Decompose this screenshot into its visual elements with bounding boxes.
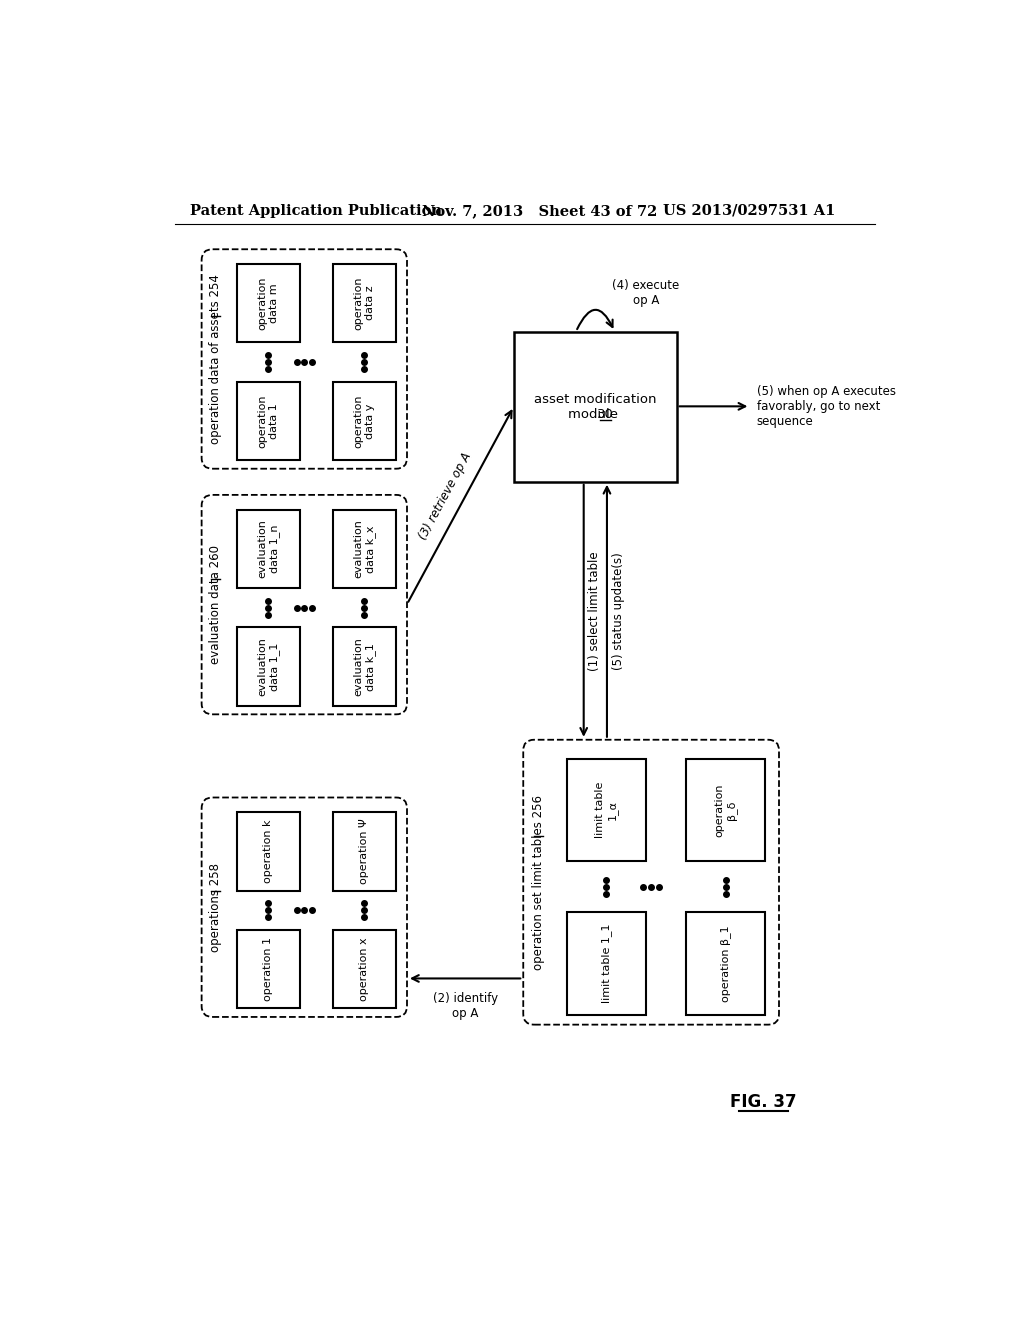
Text: operation data of assets 254: operation data of assets 254 (209, 275, 222, 444)
Text: operation
data 1: operation data 1 (257, 395, 280, 447)
Text: operations 258: operations 258 (209, 863, 222, 952)
Text: operation Ψ: operation Ψ (359, 818, 370, 884)
Text: operation set limit tables 256: operation set limit tables 256 (532, 795, 545, 970)
Bar (686, 912, 765, 1015)
Text: (4) execute
op A: (4) execute op A (612, 279, 679, 308)
Text: operation k: operation k (263, 820, 273, 883)
Bar (333, 812, 396, 891)
Text: Nov. 7, 2013   Sheet 43 of 72: Nov. 7, 2013 Sheet 43 of 72 (423, 203, 657, 218)
Bar (237, 929, 300, 1008)
Text: (3) retrieve op A: (3) retrieve op A (417, 450, 474, 543)
Text: (2) identify
op A: (2) identify op A (432, 993, 498, 1020)
Text: (1) select limit table: (1) select limit table (589, 550, 601, 671)
Bar (237, 264, 300, 342)
Text: operation x: operation x (359, 937, 370, 1001)
Bar (333, 510, 396, 589)
Text: (5) when op A executes
favorably, go to next
sequence: (5) when op A executes favorably, go to … (757, 385, 896, 428)
Bar (566, 759, 646, 862)
FancyBboxPatch shape (202, 249, 407, 469)
Bar (237, 812, 300, 891)
Text: Patent Application Publication: Patent Application Publication (190, 203, 442, 218)
Text: operation 1: operation 1 (263, 937, 273, 1001)
Bar (333, 627, 396, 706)
Text: evaluation
data 1_1: evaluation data 1_1 (257, 638, 280, 696)
Text: US 2013/0297531 A1: US 2013/0297531 A1 (663, 203, 836, 218)
FancyBboxPatch shape (523, 739, 779, 1024)
Text: operation
data y: operation data y (353, 395, 375, 447)
Text: limit table
1_α: limit table 1_α (595, 781, 617, 838)
Bar (333, 381, 396, 461)
Bar (686, 759, 765, 862)
Text: asset modification
module: asset modification module (535, 393, 656, 421)
Text: evaluation
data k_1: evaluation data k_1 (353, 638, 376, 696)
Text: limit table 1_1: limit table 1_1 (601, 924, 611, 1003)
Bar (566, 912, 646, 1015)
Text: (5) status update(s): (5) status update(s) (611, 552, 625, 669)
Text: evaluation
data k_x: evaluation data k_x (353, 519, 376, 578)
Text: operation
data m: operation data m (257, 276, 280, 330)
Text: operation
β_δ: operation β_δ (715, 784, 737, 837)
Bar (333, 929, 396, 1008)
Text: operation β_1: operation β_1 (720, 925, 731, 1002)
Bar (237, 510, 300, 589)
Bar (237, 627, 300, 706)
Text: operation
data z: operation data z (353, 276, 375, 330)
Bar (514, 331, 677, 482)
FancyBboxPatch shape (202, 495, 407, 714)
FancyBboxPatch shape (202, 797, 407, 1016)
Text: FIG. 37: FIG. 37 (730, 1093, 797, 1110)
Bar (237, 381, 300, 461)
Bar (333, 264, 396, 342)
Text: evaluation data 260: evaluation data 260 (209, 545, 222, 664)
Text: 30: 30 (597, 408, 613, 421)
Text: evaluation
data 1_n: evaluation data 1_n (257, 519, 280, 578)
